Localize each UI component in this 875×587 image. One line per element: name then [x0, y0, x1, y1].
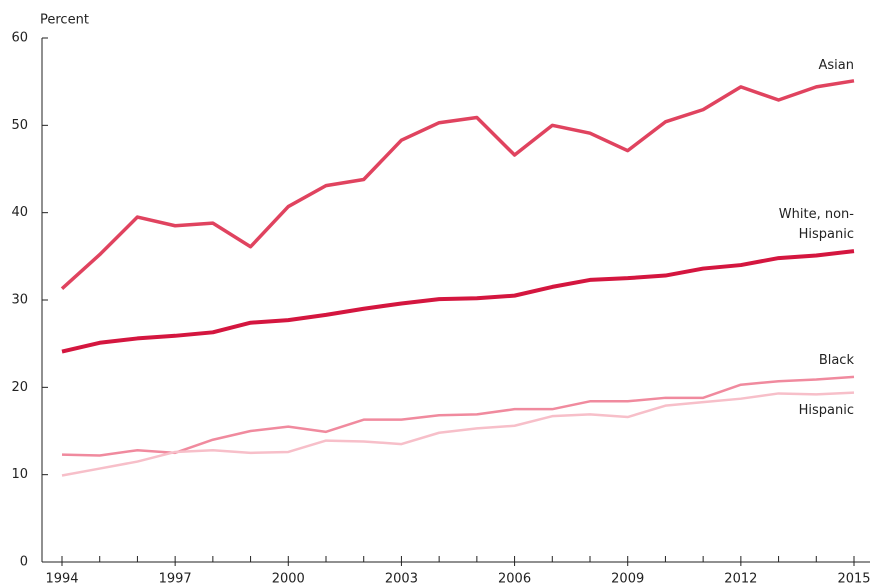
y-tick-label: 60: [11, 31, 28, 46]
y-tick-label: 40: [11, 205, 28, 220]
x-tick-label: 1994: [45, 572, 78, 587]
x-tick-label: 2009: [611, 572, 644, 587]
series-label: Asian: [818, 57, 854, 73]
y-tick-label: 10: [11, 467, 28, 482]
x-tick-label: 2006: [498, 572, 531, 587]
x-tick-label: 2015: [837, 572, 870, 587]
x-tick-label: 1997: [159, 572, 192, 587]
x-tick-label: 2012: [724, 572, 757, 587]
y-tick-label: 0: [20, 555, 28, 570]
x-tick-label: 2003: [385, 572, 418, 587]
y-tick-label: 30: [11, 293, 28, 308]
series-line: [61, 391, 855, 477]
series-label: Black: [818, 352, 854, 368]
x-tick-label: 2000: [272, 572, 305, 587]
series-line: [61, 375, 855, 457]
series-line: [61, 249, 855, 354]
series-label: Hispanic: [798, 402, 854, 418]
series-line: [60, 79, 855, 290]
y-tick-label: 20: [11, 380, 28, 395]
y-axis-label: Percent: [40, 13, 89, 28]
series-label: White, non-Hispanic: [778, 207, 854, 243]
y-tick-label: 50: [11, 118, 28, 133]
